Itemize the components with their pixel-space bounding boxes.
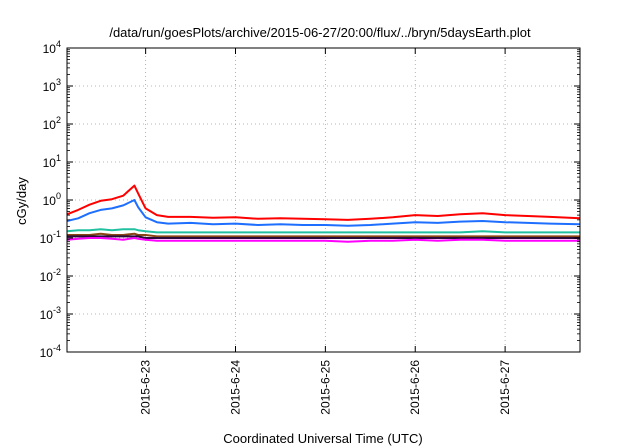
x-tick-label: 2015-6-27 bbox=[498, 360, 512, 415]
x-tick-label: 2015-6-26 bbox=[408, 360, 422, 415]
y-tick-labels: 10-4 10-3 10-2 10-1 100 101 102 103 104 bbox=[40, 39, 61, 360]
grid bbox=[67, 48, 580, 352]
y-tick-label: 10-3 bbox=[40, 305, 61, 322]
x-tick-label: 2015-6-24 bbox=[229, 360, 243, 415]
y-tick-label: 10-2 bbox=[40, 267, 61, 284]
x-tick-label: 2015-6-23 bbox=[139, 360, 153, 415]
series-line-6 bbox=[66, 237, 580, 243]
x-tick-labels: 2015-6-23 2015-6-24 2015-6-25 2015-6-26 2015… bbox=[139, 360, 512, 415]
y-tick-label: 102 bbox=[43, 115, 61, 132]
x-axis-title: Coordinated Universal Time (UTC) bbox=[223, 431, 422, 446]
chart-title: /data/run/goesPlots/archive/2015-06-27/2… bbox=[109, 25, 531, 40]
y-tick-label: 101 bbox=[43, 153, 61, 170]
y-tick-label: 103 bbox=[43, 77, 61, 94]
plot-frame bbox=[66, 47, 581, 353]
series-line-5 bbox=[67, 235, 580, 239]
x-tick-label: 2015-6-25 bbox=[318, 360, 332, 415]
series-line-3 bbox=[66, 228, 580, 234]
series-line-1 bbox=[66, 184, 581, 221]
series-line-4 bbox=[67, 232, 580, 238]
series-line-2 bbox=[66, 199, 581, 227]
series-layer bbox=[66, 184, 581, 243]
y-axis-title: cGy/day bbox=[14, 177, 29, 225]
y-tick-label: 100 bbox=[43, 191, 61, 208]
y-tick-label: 10-1 bbox=[40, 229, 61, 246]
y-tick-label: 10-4 bbox=[40, 343, 61, 360]
axes bbox=[66, 47, 581, 353]
y-tick-label: 104 bbox=[43, 39, 61, 56]
